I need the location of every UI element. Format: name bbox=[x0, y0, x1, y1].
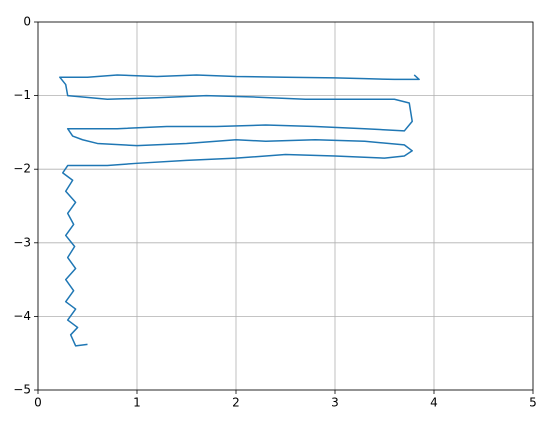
x-tick-label: 3 bbox=[331, 396, 339, 410]
y-tick-label: −3 bbox=[13, 235, 31, 249]
y-tick-label: −4 bbox=[13, 309, 31, 323]
y-tick-label: 0 bbox=[23, 15, 31, 29]
x-tick-label: 5 bbox=[529, 396, 537, 410]
trajectory-line bbox=[59, 74, 420, 347]
plot-frame bbox=[37, 21, 534, 391]
x-tick-label: 1 bbox=[133, 396, 141, 410]
y-tick-label: −5 bbox=[13, 383, 31, 397]
y-tick-label: −2 bbox=[13, 162, 31, 176]
x-tick-label: 4 bbox=[430, 396, 438, 410]
y-tick-label: −1 bbox=[13, 88, 31, 102]
x-tick-label: 2 bbox=[232, 396, 240, 410]
x-tick-label: 0 bbox=[34, 396, 42, 410]
